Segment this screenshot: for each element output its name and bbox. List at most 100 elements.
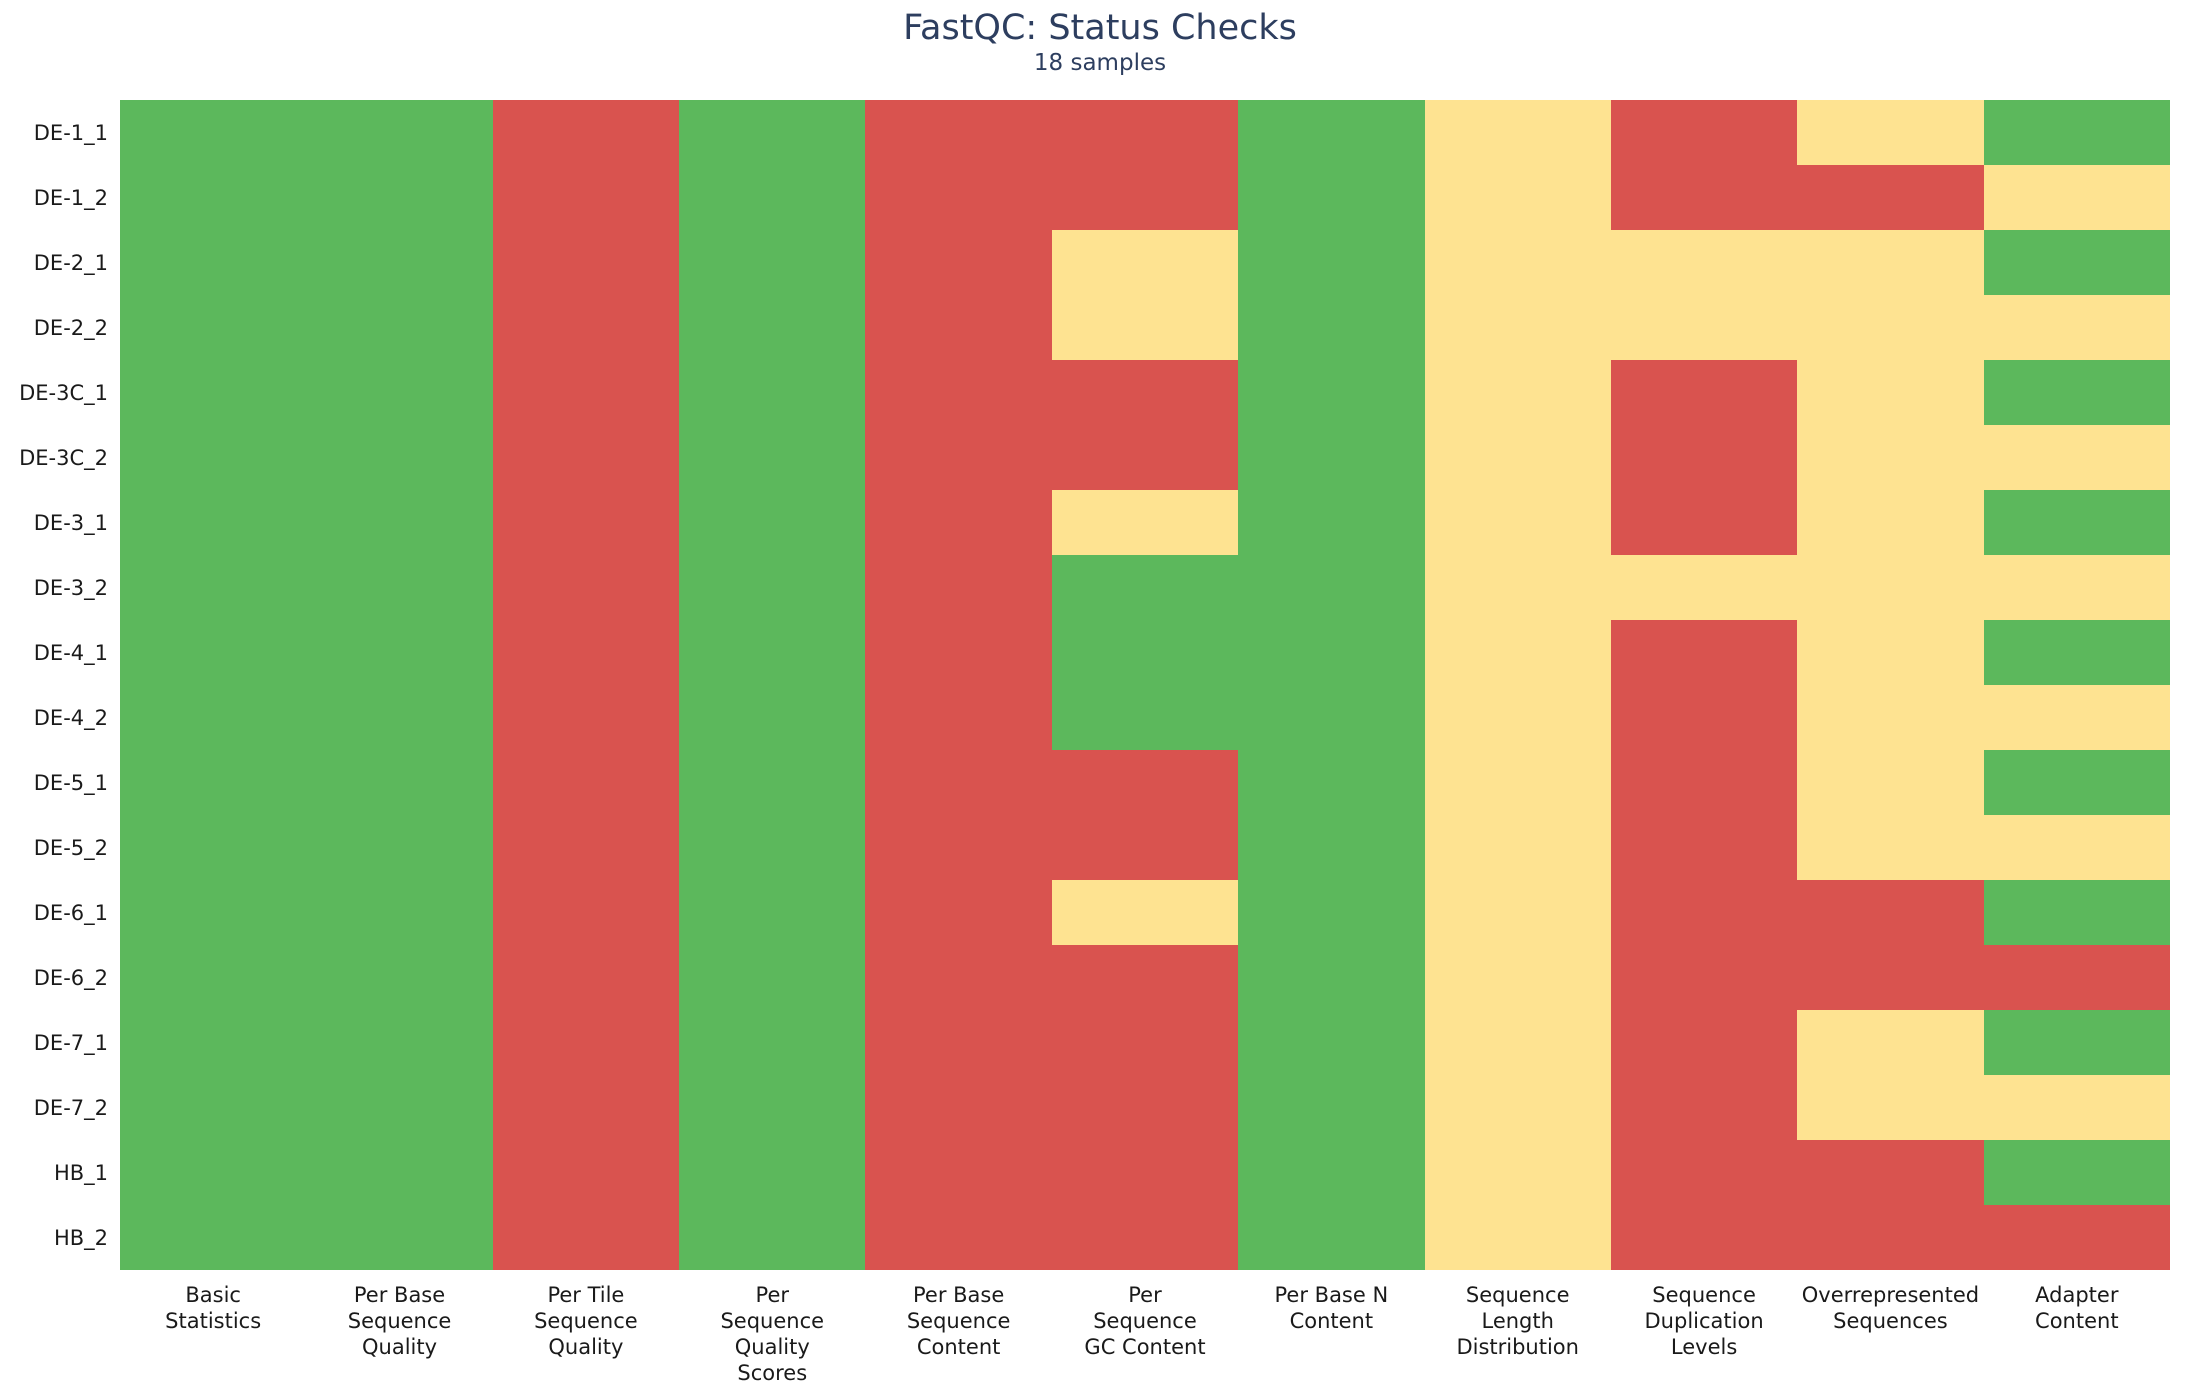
heatmap-cell-DE-3_2-col10-warn [1797,555,1984,620]
heatmap-cell-DE-1_2-col10-fail [1797,165,1984,230]
heatmap-cell-DE-3C_2-col5-fail [865,425,1052,490]
heatmap-cell-DE-1_1-col7-pass [1238,100,1425,165]
heatmap-cell-DE-3C_2-col4-pass [679,425,866,490]
heatmap-cell-DE-2_2-col8-warn [1424,295,1611,360]
heatmap-cell-DE-6_2-col1-pass [120,945,307,1010]
heatmap-cell-DE-5_2-col1-pass [120,815,307,880]
heatmap-cell-DE-2_1-col4-pass [679,230,866,295]
status-heatmap-grid [120,100,2170,1270]
heatmap-cell-DE-2_2-col4-pass [679,295,866,360]
heatmap-cell-DE-1_2-col3-fail [492,165,680,230]
heatmap-cell-DE-3_2-col8-warn [1424,555,1611,620]
heatmap-cell-DE-3_1-col4-pass [679,490,866,555]
y-tick-label-DE-5_1: DE-5_1 [33,770,108,795]
heatmap-cell-HB_2-col5-fail [865,1205,1052,1270]
heatmap-cell-DE-3_2-col5-fail [865,555,1052,620]
heatmap-cell-DE-3C_1-col6-fail [1051,360,1239,425]
heatmap-cell-DE-4_2-col3-fail [492,685,680,750]
y-tick-label-HB_2: HB_2 [53,1225,108,1250]
heatmap-cell-DE-1_1-col3-fail [492,100,680,165]
heatmap-cell-DE-3_2-col3-fail [492,555,680,620]
heatmap-cell-DE-2_1-col11-pass [1983,230,2170,295]
heatmap-cell-DE-7_2-col5-fail [865,1075,1052,1140]
heatmap-cell-DE-1_1-col2-pass [306,100,493,165]
heatmap-cell-DE-5_2-col8-warn [1424,815,1611,880]
heatmap-cell-DE-2_1-col6-warn [1051,230,1239,295]
heatmap-cell-DE-7_2-col7-pass [1238,1075,1425,1140]
heatmap-cell-DE-3C_2-col7-pass [1238,425,1425,490]
x-tick-label-col7: Per Base N Content [1274,1283,1389,1333]
heatmap-cell-DE-3C_2-col1-pass [120,425,307,490]
heatmap-cell-DE-6_1-col3-fail [492,880,680,945]
heatmap-cell-DE-3_1-col10-warn [1797,490,1984,555]
x-tick-label-col6: Per Sequence GC Content [1084,1283,1206,1359]
heatmap-cell-DE-6_2-col8-warn [1424,945,1611,1010]
x-tick-label-col4: Per Sequence Quality Scores [720,1283,825,1385]
heatmap-cell-DE-3C_2-col2-pass [306,425,493,490]
heatmap-cell-DE-5_1-col1-pass [120,750,307,815]
heatmap-cell-DE-4_1-col8-warn [1424,620,1611,685]
heatmap-cell-DE-7_1-col2-pass [306,1010,493,1075]
heatmap-cell-DE-2_1-col8-warn [1424,230,1611,295]
y-tick-label-HB_1: HB_1 [53,1160,108,1185]
heatmap-cell-HB_2-col11-fail [1983,1205,2170,1270]
x-tick-label-col8: Sequence Length Distribution [1456,1283,1579,1359]
heatmap-cell-DE-7_2-col9-fail [1610,1075,1798,1140]
heatmap-cell-DE-6_2-col3-fail [492,945,680,1010]
heatmap-cell-HB_1-col6-fail [1051,1140,1239,1205]
heatmap-cell-DE-3_2-col2-pass [306,555,493,620]
x-tick-label-col11: Adapter Content [2035,1283,2119,1333]
y-tick-label-DE-6_2: DE-6_2 [33,965,108,990]
y-tick-label-DE-5_2: DE-5_2 [33,835,108,860]
heatmap-cell-DE-7_2-col1-pass [120,1075,307,1140]
heatmap-cell-DE-1_2-col1-pass [120,165,307,230]
chart-subtitle: 18 samples [1033,50,1167,76]
heatmap-cell-DE-6_1-col9-fail [1610,880,1798,945]
heatmap-cell-DE-2_2-col2-pass [306,295,493,360]
heatmap-cell-DE-1_2-col2-pass [306,165,493,230]
heatmap-cell-DE-1_2-col8-warn [1424,165,1611,230]
heatmap-cell-DE-3C_2-col9-fail [1610,425,1798,490]
heatmap-cell-DE-1_2-col5-fail [865,165,1052,230]
heatmap-cell-DE-7_1-col3-fail [492,1010,680,1075]
heatmap-cell-HB_1-col11-pass [1983,1140,2170,1205]
heatmap-cell-DE-3_1-col2-pass [306,490,493,555]
heatmap-cell-DE-3C_1-col11-pass [1983,360,2170,425]
heatmap-cell-DE-5_1-col11-pass [1983,750,2170,815]
heatmap-cell-DE-7_1-col6-fail [1051,1010,1239,1075]
heatmap-cell-DE-5_1-col6-fail [1051,750,1239,815]
heatmap-cell-DE-6_2-col4-pass [679,945,866,1010]
heatmap-cell-DE-2_1-col10-warn [1797,230,1984,295]
x-tick-label-col2: Per Base Sequence Quality [347,1283,452,1359]
heatmap-cell-DE-6_2-col7-pass [1238,945,1425,1010]
heatmap-cell-DE-4_1-col1-pass [120,620,307,685]
heatmap-cell-DE-3C_1-col9-fail [1610,360,1798,425]
heatmap-cell-DE-7_1-col4-pass [679,1010,866,1075]
heatmap-cell-DE-6_1-col8-warn [1424,880,1611,945]
heatmap-cell-DE-3C_2-col6-fail [1051,425,1239,490]
heatmap-cell-DE-3_1-col11-pass [1983,490,2170,555]
heatmap-cell-HB_1-col4-pass [679,1140,866,1205]
heatmap-cell-DE-4_1-col4-pass [679,620,866,685]
heatmap-cell-DE-4_1-col7-pass [1238,620,1425,685]
heatmap-cell-DE-4_2-col6-pass [1051,685,1239,750]
heatmap-cell-DE-4_2-col5-fail [865,685,1052,750]
heatmap-cell-DE-1_2-col4-pass [679,165,866,230]
heatmap-cell-DE-1_2-col6-fail [1051,165,1239,230]
heatmap-cell-DE-6_1-col6-warn [1051,880,1239,945]
heatmap-cell-HB_2-col9-fail [1610,1205,1798,1270]
heatmap-cell-HB_2-col4-pass [679,1205,866,1270]
heatmap-cell-DE-5_1-col3-fail [492,750,680,815]
heatmap-cell-DE-5_1-col2-pass [306,750,493,815]
x-tick-label-col1: Basic Statistics [165,1283,262,1333]
heatmap-cell-DE-3_1-col5-fail [865,490,1052,555]
heatmap-cell-DE-4_2-col10-warn [1797,685,1984,750]
x-tick-label-col3: Per Tile Sequence Quality [534,1283,638,1359]
y-tick-label-DE-1_2: DE-1_2 [33,185,108,210]
heatmap-cell-DE-5_2-col5-fail [865,815,1052,880]
heatmap-cell-HB_1-col1-pass [120,1140,307,1205]
heatmap-cell-DE-7_1-col8-warn [1424,1010,1611,1075]
heatmap-cell-DE-1_1-col11-pass [1983,100,2170,165]
heatmap-cell-DE-6_2-col9-fail [1610,945,1798,1010]
heatmap-cell-DE-4_1-col3-fail [492,620,680,685]
